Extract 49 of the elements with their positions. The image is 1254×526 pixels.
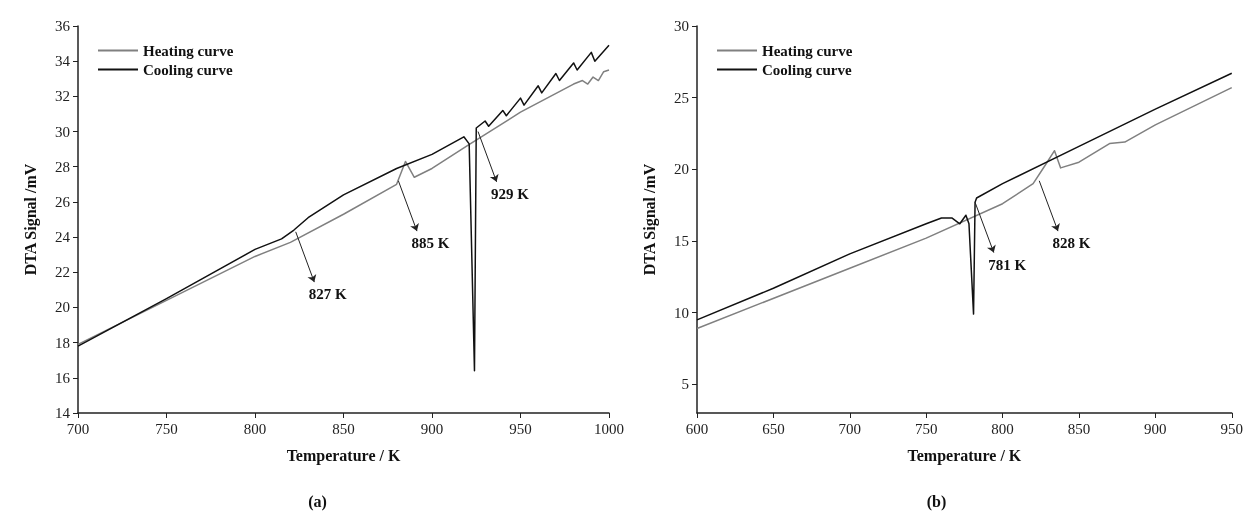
x-tick-label: 650 xyxy=(762,420,785,437)
y-tick-label: 26 xyxy=(55,193,71,210)
y-tick-label: 20 xyxy=(674,161,689,178)
x-tick-label: 800 xyxy=(243,420,267,437)
y-tick-label: 22 xyxy=(55,264,70,281)
x-tick-label: 850 xyxy=(1067,420,1091,437)
y-tick-label: 10 xyxy=(674,304,689,321)
y-tick-label: 14 xyxy=(55,405,71,421)
annotation: 827 K xyxy=(308,286,347,303)
x-tick-label: 750 xyxy=(155,420,178,437)
x-tick-label: 900 xyxy=(1144,420,1167,437)
annotation: 781 K xyxy=(988,256,1027,273)
y-tick-label: 18 xyxy=(55,334,70,351)
y-tick-label: 15 xyxy=(674,233,689,249)
y-tick-label: 30 xyxy=(674,18,689,34)
y-tick-label: 20 xyxy=(55,299,70,316)
annotation: 828 K xyxy=(1052,235,1091,252)
y-axis-title: DTA Signal /mV xyxy=(640,163,659,276)
x-tick-label: 600 xyxy=(685,420,709,437)
x-tick-label: 950 xyxy=(509,420,532,437)
y-tick-label: 25 xyxy=(674,89,689,106)
y-tick-label: 36 xyxy=(55,18,71,34)
y-axis-title: DTA Signal /mV xyxy=(21,163,40,276)
x-tick-label: 950 xyxy=(1220,420,1243,437)
y-tick-label: 28 xyxy=(55,158,70,175)
y-tick-label: 5 xyxy=(681,376,689,393)
x-tick-label: 1000 xyxy=(594,420,624,437)
legend-label: Heating curve xyxy=(143,42,234,59)
text: (b) xyxy=(926,492,947,511)
legend-label: Cooling curve xyxy=(143,61,233,78)
x-tick-label: 900 xyxy=(420,420,444,437)
y-tick-label: 30 xyxy=(55,123,70,140)
annotation: 929 K xyxy=(491,186,530,203)
y-tick-label: 34 xyxy=(55,53,71,70)
legend-label: Heating curve xyxy=(762,42,853,59)
y-tick-label: 24 xyxy=(55,229,71,246)
annotation: 885 K xyxy=(411,235,450,252)
x-tick-label: 700 xyxy=(838,420,862,437)
y-tick-label: 16 xyxy=(55,369,71,386)
x-tick-label: 700 xyxy=(66,420,90,437)
y-tick-label: 32 xyxy=(55,88,70,105)
legend-label: Cooling curve xyxy=(762,61,852,78)
text: (a) xyxy=(308,492,327,511)
x-tick-label: 750 xyxy=(914,420,938,437)
x-axis-title: Temperature / K xyxy=(907,446,1022,465)
x-tick-label: 800 xyxy=(991,420,1014,437)
x-tick-label: 850 xyxy=(332,420,355,437)
x-axis-title: Temperature / K xyxy=(286,446,401,465)
line-series xyxy=(77,44,610,372)
